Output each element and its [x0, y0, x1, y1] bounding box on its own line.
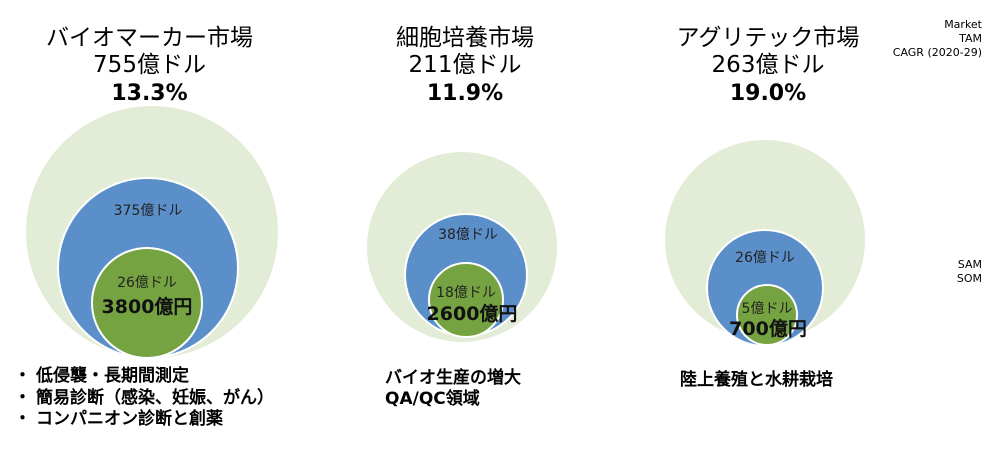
- market-1-header: バイオマーカー市場 755億ドル 13.3%: [22, 27, 277, 105]
- market-3-som-label: 5億ドル: [742, 301, 793, 317]
- market-2-circles: 38億ドル 18億ドル 2600億円: [367, 152, 557, 342]
- market-1-som-label: 26億ドル: [117, 275, 177, 291]
- market-3-tam: 263億ドル: [711, 52, 825, 78]
- market-3-cagr: 19.0%: [729, 81, 807, 106]
- legend-market: Market: [944, 18, 982, 31]
- market-2-name: 細胞培養市場: [396, 25, 534, 51]
- market-2-som-label: 18億ドル: [436, 285, 496, 301]
- market-3-name: アグリテック市場: [676, 25, 860, 51]
- market-2-som-circle: [428, 262, 504, 338]
- market-1-circles: 375億ドル 26億ドル 3800億円: [26, 106, 278, 359]
- market-1-sam-label: 375億ドル: [114, 203, 183, 219]
- legend-bottom: SAM SOM: [957, 258, 982, 286]
- legend-som: SOM: [956, 271, 982, 285]
- legend-top: Market TAM CAGR (2020-29): [893, 18, 982, 59]
- agritech-application-item: 陸上養殖と水耕栽培: [680, 370, 833, 390]
- market-2-sam-label: 38億ドル: [438, 227, 498, 243]
- market-3-som-jpy: 700億円: [729, 317, 807, 340]
- biomarker-application-item: 低侵襲・長期間測定: [14, 366, 274, 388]
- market-2-cagr: 11.9%: [426, 81, 504, 106]
- market-3-sam-label: 26億ドル: [735, 250, 795, 266]
- market-1-name: バイオマーカー市場: [46, 25, 253, 51]
- market-1-som-jpy: 3800億円: [102, 295, 193, 318]
- market-1-tam: 755億ドル: [93, 52, 206, 78]
- market-3-header: アグリテック市場 263億ドル 19.0%: [648, 27, 888, 105]
- market-1-som-circle: [91, 247, 203, 359]
- legend-sam: SAM: [957, 258, 982, 271]
- biomarker-application-item: 簡易診断（感染、妊娠、がん）: [14, 388, 274, 410]
- market-2-header: 細胞培養市場 211億ドル 11.9%: [355, 27, 575, 105]
- legend-cagr: CAGR (2020-29): [892, 45, 982, 59]
- legend-tam: TAM: [959, 31, 982, 45]
- market-1-cagr: 13.3%: [111, 81, 188, 106]
- cell-culture-applications: バイオ生産の増大 QA/QC領域: [385, 368, 521, 411]
- market-2-som-jpy: 2600億円: [427, 302, 518, 325]
- cell-culture-application-item: QA/QC領域: [385, 389, 480, 410]
- biomarker-application-item: コンパニオン診断と創薬: [14, 409, 274, 431]
- market-2-tam: 211億ドル: [408, 52, 522, 78]
- cell-culture-application-item: バイオ生産の増大: [385, 368, 521, 388]
- market-3-som-circle: [736, 284, 798, 346]
- biomarker-applications: 低侵襲・長期間測定 簡易診断（感染、妊娠、がん） コンパニオン診断と創薬: [14, 366, 274, 431]
- market-3-circles: 26億ドル 5億ドル 700億円: [665, 140, 865, 347]
- agritech-applications: 陸上養殖と水耕栽培: [680, 370, 833, 391]
